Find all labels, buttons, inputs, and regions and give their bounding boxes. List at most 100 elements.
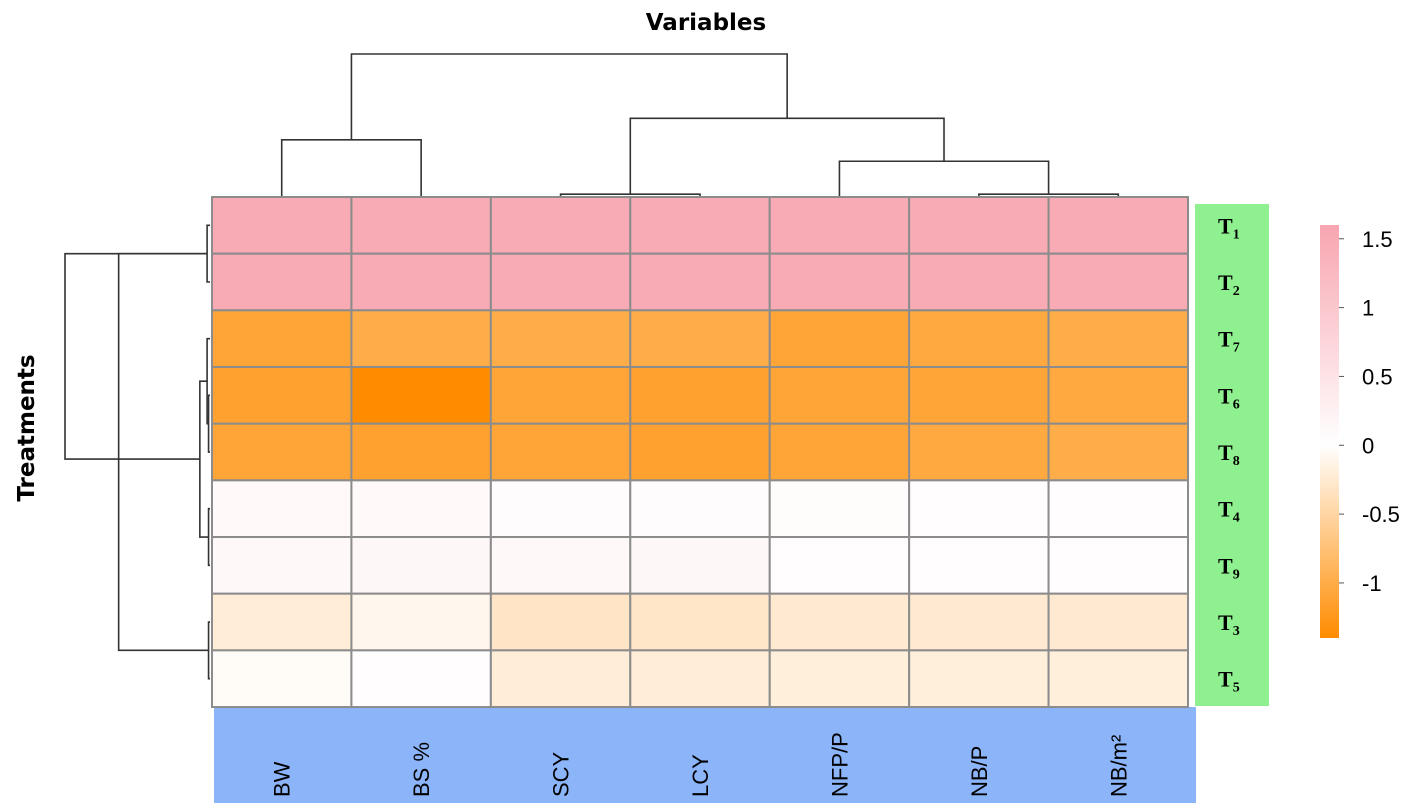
heatmap-cell: [1047, 366, 1190, 425]
row-label: T1: [1218, 213, 1240, 242]
heatmap-cell: [211, 592, 353, 652]
heatmap-cell: [350, 309, 492, 369]
heatmap-cell: [1047, 422, 1190, 482]
heatmap-cell: [350, 366, 492, 425]
heatmap-cell: [211, 196, 353, 255]
heatmap-cell: [350, 592, 492, 652]
heatmap-cell: [211, 252, 353, 312]
heatmap-cell: [768, 536, 911, 595]
heatmap-cell: [629, 422, 771, 482]
column-label-background: [214, 707, 1196, 803]
heatmap-cell: [350, 479, 492, 539]
heatmap-cell: [489, 252, 632, 312]
heatmap-cell: [1047, 592, 1190, 652]
scale-tick-label: -1: [1362, 571, 1382, 596]
heatmap-cell: [768, 309, 911, 369]
heatmap-cell: [211, 479, 353, 539]
heatmap-cell: [350, 422, 492, 482]
heatmap-cell: [908, 252, 1050, 312]
heatmap-cell: [908, 479, 1050, 539]
heatmap-cell: [908, 366, 1050, 425]
heatmap-cell: [1047, 252, 1190, 312]
dendrogram-branch: [207, 621, 210, 680]
heatmap-cell: [489, 422, 632, 482]
heatmap-cell: [1047, 649, 1190, 709]
heatmap-cell: [908, 422, 1050, 482]
heatmap-cell: [768, 592, 911, 652]
heatmap-cell: [211, 649, 353, 709]
row-label: T6: [1218, 383, 1240, 412]
dendrogram-branch: [207, 394, 210, 453]
row-dendrogram: [64, 224, 210, 680]
scale-tick-label: 0: [1362, 433, 1374, 458]
heatmap-cell: [211, 309, 353, 369]
scale-tick-label: 1.5: [1362, 227, 1393, 252]
heatmap-cell: [908, 309, 1050, 369]
column-dendrogram: [280, 53, 1120, 197]
color-scale-legend: 1.5 1 0.5 0 -0.5 -1: [1320, 225, 1400, 638]
heatmap-cell: [629, 592, 771, 652]
heatmap-cell: [768, 252, 911, 312]
heatmap-cell: [768, 479, 911, 539]
column-label: NB/m²: [1106, 735, 1131, 797]
heatmap-cell: [768, 196, 911, 255]
heatmap-cell: [489, 479, 632, 539]
column-label: BW: [270, 761, 295, 797]
column-label: SCY: [549, 751, 574, 797]
dendrogram-branch: [838, 160, 1050, 197]
column-labels: BW BS % SCY LCY NFP/P NB/P NB/m²: [270, 732, 1132, 797]
heatmap-cells: [211, 196, 1190, 709]
heatmap-cell: [489, 592, 632, 652]
heatmap-cell: [768, 649, 911, 709]
heatmap-cell: [489, 366, 632, 425]
row-label: T5: [1218, 667, 1240, 696]
heatmap-cell: [908, 536, 1050, 595]
row-label: T3: [1218, 610, 1240, 639]
heatmap-cell: [350, 252, 492, 312]
heatmap-cell: [350, 536, 492, 595]
column-label: NFP/P: [827, 732, 852, 797]
column-label: NB/P: [967, 746, 992, 797]
row-label: T2: [1218, 270, 1240, 299]
row-labels: T1 T2 T7 T6 T8 T4 T9 T3 T5: [1218, 213, 1240, 695]
dendrogram-branch: [117, 252, 209, 652]
heatmap-cell: [211, 422, 353, 482]
scale-tick-label: 1: [1362, 296, 1374, 321]
heatmap-cell: [350, 649, 492, 709]
heatmap-cell: [629, 252, 771, 312]
dendrogram-branch: [207, 507, 210, 567]
heatmap-cell: [1047, 536, 1190, 595]
row-label-background: [1195, 204, 1269, 706]
heatmap-cell: [1047, 479, 1190, 539]
row-label: T7: [1218, 327, 1240, 356]
heatmap-cell: [629, 366, 771, 425]
dendrogram-branch: [64, 252, 208, 460]
dendrogram-branch: [280, 139, 422, 197]
heatmap-cell: [629, 536, 771, 595]
heatmap-cell: [908, 649, 1050, 709]
chart-title: Variables: [646, 10, 766, 36]
heatmap-cell: [489, 309, 632, 369]
heatmap-cell: [1047, 196, 1190, 255]
heatmap-cell: [629, 196, 771, 255]
heatmap-cell: [908, 196, 1050, 255]
y-axis-label: Treatments: [14, 354, 40, 501]
heatmap-cell: [908, 592, 1050, 652]
heatmap-cell: [629, 649, 771, 709]
dendrogram-branch: [629, 117, 945, 195]
heatmap-cell: [768, 422, 911, 482]
heatmap-cell: [350, 196, 492, 255]
dendrogram-branch: [350, 53, 788, 140]
color-scale-bar: [1320, 225, 1339, 638]
row-label: T9: [1218, 553, 1240, 582]
heatmap-cell: [489, 536, 632, 595]
color-scale-ticks: 1.5 1 0.5 0 -0.5 -1: [1339, 227, 1400, 596]
heatmap-cell: [211, 536, 353, 595]
heatmap-cell: [768, 366, 911, 425]
scale-tick-label: 0.5: [1362, 364, 1393, 389]
row-label: T4: [1218, 497, 1240, 526]
column-label: BS %: [409, 742, 434, 797]
heatmap-cell: [1047, 309, 1190, 369]
dendrogram-branch: [206, 224, 210, 283]
